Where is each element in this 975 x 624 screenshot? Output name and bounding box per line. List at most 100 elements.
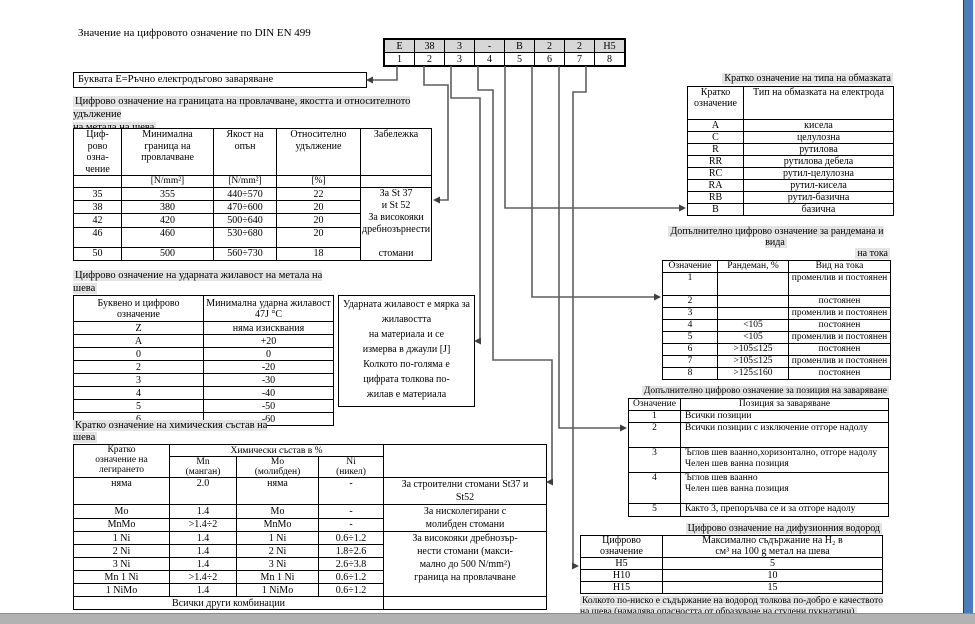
chem-footer-cell: Всички други комбинации [73,596,384,610]
cell: H10 [580,569,663,582]
code-index: 2 [414,52,445,67]
table-row: 38 380 470÷600 20 [73,200,432,215]
cell [717,307,789,320]
cell: 6 [662,343,718,356]
code-grid: E 38 3 - B 2 2 H5 1 2 3 4 5 6 7 8 [383,38,626,67]
hcell: Минимална ударна жилавост 47J °С [203,295,334,322]
table-row: 35 355 440÷570 22 За St 37 и St 52 За ви… [73,186,433,261]
cell: 5 [662,557,883,570]
position-title-text: Допълнително цифрово означение за позици… [641,386,889,396]
cell: H5 [580,557,663,570]
table-row: 1 Ni 1.4 1 Ni 0.6÷1.2 За високояки дребн… [73,531,547,597]
hcell: Позиция за заваряване [680,398,889,411]
hcell: Тип на обмазката на електрода [743,86,894,120]
cell: 460 [121,226,214,248]
current-title-text: Допълнително цифрово означение за рандем… [668,226,884,248]
cell: 380 [121,200,214,215]
cell: Ъглов шев ваанно Челен шев ванна позиция [680,472,889,504]
chem-table: Кратко означение на легирането Химически… [73,444,547,610]
cell: 3 [628,447,681,473]
cell: 1 Ni [73,531,170,545]
letter-e-note-box: Буквата Е=Ръчно електродъгово заваряване [73,72,367,88]
cell: 20 [276,200,361,215]
cell: 4 [628,472,681,504]
code-index: 8 [594,52,626,67]
cell: 5 [662,331,718,344]
cell: [%] [276,175,361,188]
code-cell: 2 [534,38,565,53]
connector-5 [504,66,679,209]
cell: 18 [276,246,361,262]
coating-header-row: Кратко означение Тип на обмазката на еле… [687,86,894,120]
connector-8 [572,66,587,567]
cell: 38 [73,200,122,215]
cell: Mn 1 Ni [73,570,170,584]
cell: [N/mm²] [213,175,277,188]
code-cell: B [504,38,535,53]
table-row: 46 460 530÷680 20 [73,226,432,248]
hcell: Вид на тока [788,260,891,273]
position-header-row: Означение Позиция за заваряване [628,398,889,411]
table-row: RB рутил-базична [687,191,894,204]
cell: 42 [73,213,122,228]
hydrogen-title-text: Цифрово означение на дифузионния водород [685,523,882,534]
cell: 2.6÷3.8 [318,557,384,571]
cell: 355 [121,186,214,202]
cell: 0.6÷1.2 [318,583,384,597]
code-index: 5 [504,52,535,67]
coating-table: Кратко означение Тип на обмазката на еле… [687,86,894,216]
cell: 440÷570 [213,186,277,202]
coating-title-text: Кратко означение на типа на обмазката [722,73,893,84]
window-scrollbar[interactable] [963,0,973,613]
cell: 1.4 [169,557,237,571]
table-row: RR рутилова дебела [687,155,894,168]
cell: MnMo [236,517,319,532]
hydrogen-footer-text: Колкото по-ниско е съдържание на водород… [580,596,883,617]
cell: 500 [121,246,214,262]
table-row: 5 <105 променлив и постоянен [662,331,891,344]
table-row: 3 -30 [73,373,334,387]
arrowhead-1 [366,76,373,84]
table-row: H5 5 [580,557,883,570]
cell: Ъглов шев ваанно,хоризонтално, отгоре на… [680,447,889,473]
arrowhead-7 [620,424,627,432]
cell: 470÷600 [213,200,277,215]
cell: променлив и постоянен [788,355,891,368]
table-row: 1 променлив и постоянен [662,272,891,296]
hcell: Буквено и цифрово означение [73,295,204,322]
hcell: Ni (никел) [318,456,384,478]
strength-header-row: Циф- рово озна- чение Минимална граница … [73,128,433,176]
cell: Mn 1 Ni [236,570,319,584]
hcell: Кратко означение на легирането [73,444,170,478]
cell: 420 [121,213,214,228]
table-row: 5 Както 3, препоръчва се и за отгоре надо… [628,503,889,517]
page-title: Значение на цифровото означение по DIN E… [78,27,311,39]
cell [717,295,789,308]
cell: постоянен [788,319,891,332]
cell: 560÷730 [213,246,277,262]
cell: 1 NiMo [236,583,319,597]
table-row: 4 Ъглов шев ваанно Челен шев ванна позици… [628,472,889,504]
cell: няма [73,477,170,505]
table-row: H10 10 [580,569,883,582]
arrowhead-6 [654,293,661,301]
cell: 0 [73,347,204,361]
cell: - [318,517,384,532]
connector-6 [531,66,654,298]
cell: променлив и постоянен [788,331,891,344]
connector-7 [558,66,620,429]
cell: 50 [73,246,122,262]
cell: 7 [662,355,718,368]
cell: променлив и постоянен [788,307,891,320]
cell: 1.8÷2.6 [318,544,384,558]
code-cell: H5 [594,38,626,53]
table-row: 1 Всички позиции [628,410,889,423]
code-cell: 3 [444,38,475,53]
current-table: Означение Рандеман, % Вид на тока 1 проме… [662,260,891,380]
code-cell: 2 [564,38,595,53]
cell: >105≤125 [717,343,789,356]
cell: Z [73,321,204,335]
chem-table-title: Кратко означение на химическия състав на… [73,420,313,444]
